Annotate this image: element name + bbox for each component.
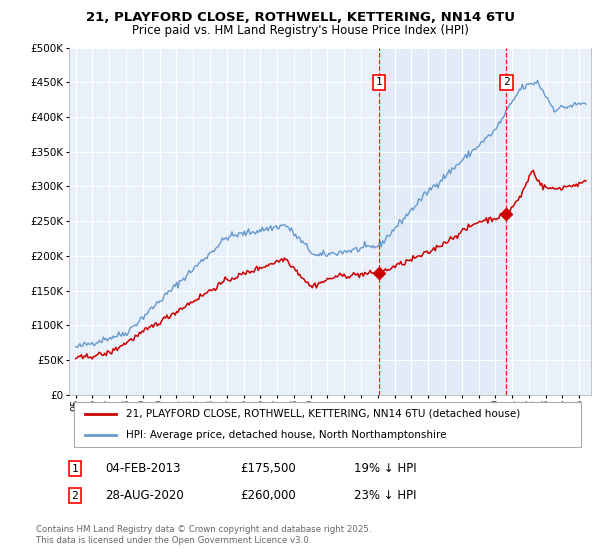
Text: 04-FEB-2013: 04-FEB-2013 [105,462,181,475]
Text: Price paid vs. HM Land Registry's House Price Index (HPI): Price paid vs. HM Land Registry's House … [131,24,469,36]
Text: £175,500: £175,500 [240,462,296,475]
Text: 28-AUG-2020: 28-AUG-2020 [105,489,184,502]
FancyBboxPatch shape [74,402,581,447]
Text: 19% ↓ HPI: 19% ↓ HPI [354,462,416,475]
Text: 1: 1 [376,77,383,87]
Text: HPI: Average price, detached house, North Northamptonshire: HPI: Average price, detached house, Nort… [127,430,447,440]
Text: £260,000: £260,000 [240,489,296,502]
Text: 23% ↓ HPI: 23% ↓ HPI [354,489,416,502]
Text: Contains HM Land Registry data © Crown copyright and database right 2025.
This d: Contains HM Land Registry data © Crown c… [36,525,371,545]
Text: 21, PLAYFORD CLOSE, ROTHWELL, KETTERING, NN14 6TU: 21, PLAYFORD CLOSE, ROTHWELL, KETTERING,… [86,11,515,24]
Bar [379,48,506,395]
Text: 2: 2 [503,77,510,87]
Text: 21, PLAYFORD CLOSE, ROTHWELL, KETTERING, NN14 6TU (detached house): 21, PLAYFORD CLOSE, ROTHWELL, KETTERING,… [127,409,521,419]
Text: 1: 1 [71,464,79,474]
Text: 2: 2 [71,491,79,501]
